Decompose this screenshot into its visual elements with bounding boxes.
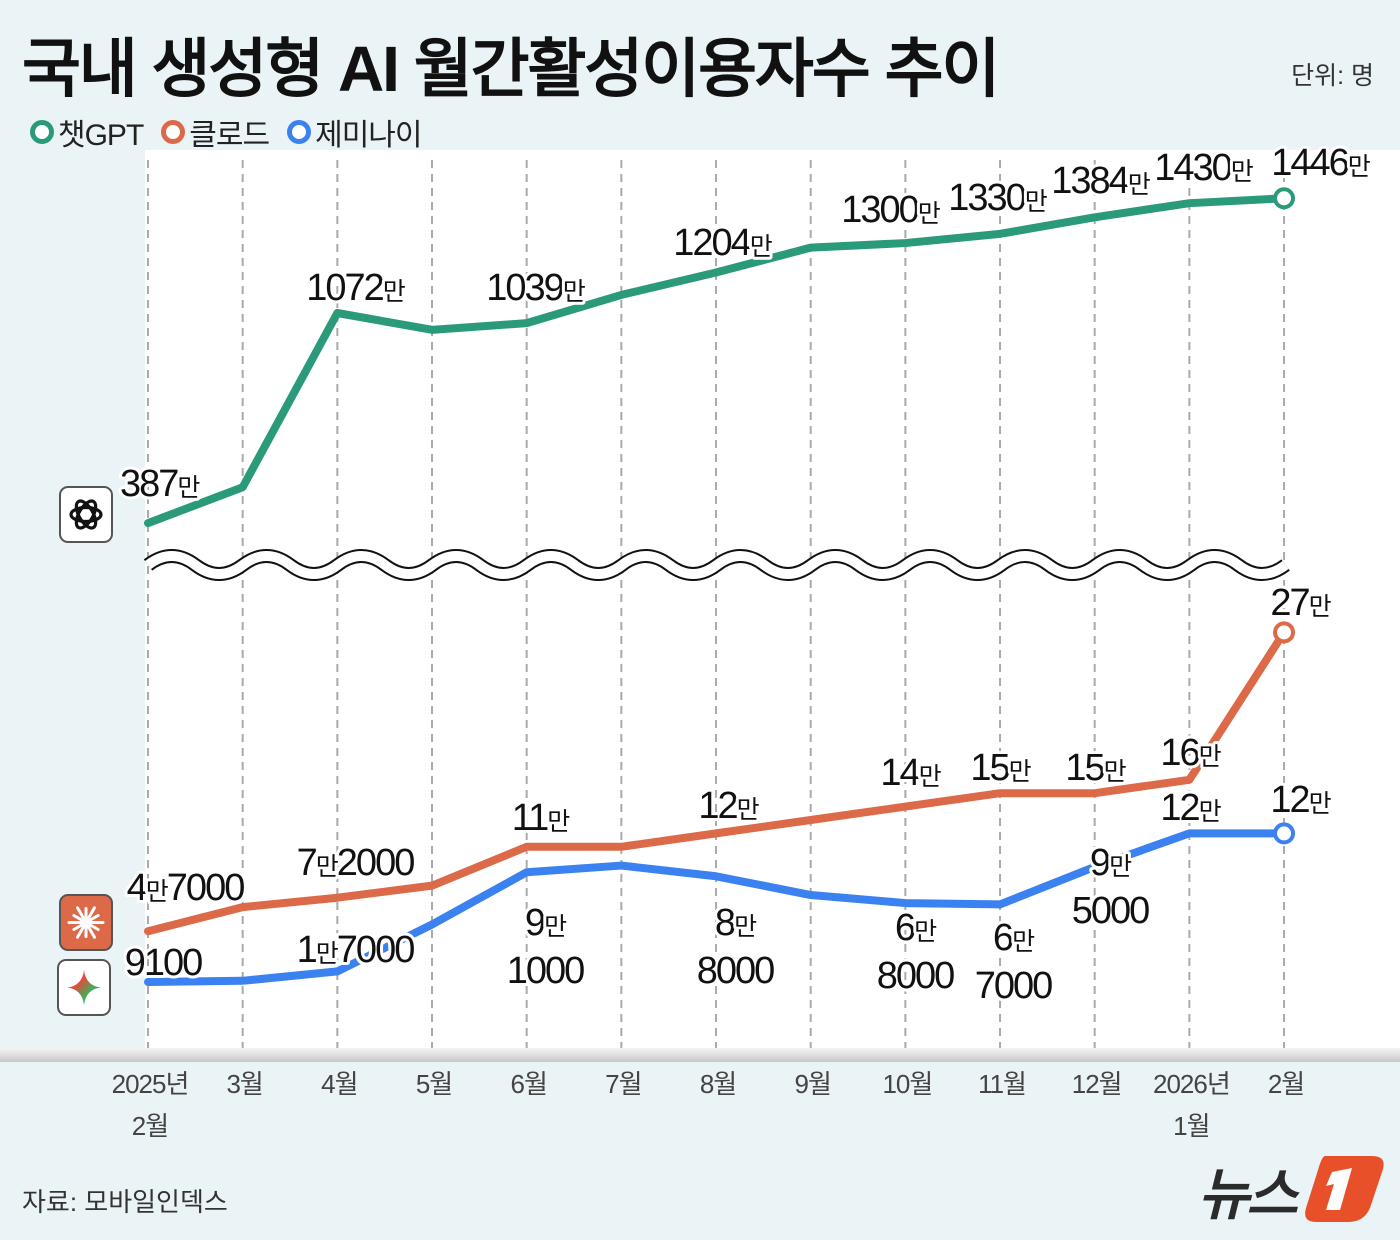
data-point xyxy=(1093,792,1096,795)
data-point xyxy=(431,328,434,331)
legend: 챗GPT 클로드 제미나이 xyxy=(30,110,423,154)
legend-label: 제미나이 xyxy=(315,119,422,152)
data-label: 7만2000 xyxy=(297,842,415,884)
data-label: 4만7000 xyxy=(127,867,245,909)
data-point xyxy=(809,246,812,249)
x-tick-label: 1월 xyxy=(1173,1111,1209,1141)
x-tick-label: 2026년 xyxy=(1153,1069,1230,1099)
data-point xyxy=(336,896,339,899)
legend-item-gemini: 제미나이 xyxy=(287,110,423,154)
legend-marker-icon xyxy=(287,120,312,144)
data-point xyxy=(1093,216,1096,219)
x-tick-label: 4월 xyxy=(321,1069,357,1099)
data-label: 1384만 xyxy=(1051,160,1151,202)
x-tick-label: 6월 xyxy=(510,1069,546,1099)
unit-label: 단위: 명 xyxy=(1291,62,1374,90)
x-tick-label: 2월 xyxy=(132,1111,168,1141)
data-point xyxy=(904,242,907,245)
data-point xyxy=(620,293,623,296)
x-tick-label: 3월 xyxy=(226,1069,262,1099)
data-point xyxy=(1188,832,1191,835)
data-point xyxy=(147,522,149,525)
claude-logo-icon xyxy=(59,894,113,951)
chart-title: 국내 생성형 AI 월간활성이용자수 추이 xyxy=(22,33,1000,105)
data-point xyxy=(1093,865,1096,868)
legend-item-chatgpt: 챗GPT xyxy=(30,110,144,154)
x-tick-label: 12월 xyxy=(1072,1069,1122,1099)
data-label: 6만 8000 xyxy=(877,907,954,997)
data-point xyxy=(809,818,812,821)
data-point xyxy=(1273,822,1296,845)
data-label: 1300만 xyxy=(841,189,941,231)
data-point xyxy=(715,271,718,274)
data-point xyxy=(620,864,623,867)
x-tick-label: 7월 xyxy=(605,1069,641,1099)
data-point xyxy=(1188,202,1191,205)
data-point xyxy=(431,923,434,926)
data-point xyxy=(715,875,718,878)
data-point xyxy=(1273,621,1296,644)
axis-break xyxy=(143,549,1290,581)
data-label: 1039만 xyxy=(486,267,586,309)
data-point xyxy=(904,902,907,905)
x-tick-label: 9월 xyxy=(794,1069,830,1099)
gemini-logo-icon xyxy=(57,959,111,1016)
data-label: 12만 xyxy=(698,785,759,827)
data-label: 9만 5000 xyxy=(1072,842,1149,932)
data-point xyxy=(715,832,718,835)
data-point xyxy=(809,894,812,897)
data-label: 14만 xyxy=(880,752,941,794)
data-point xyxy=(999,903,1002,906)
data-label: 1446만 xyxy=(1271,142,1371,184)
data-label: 1만7000 xyxy=(297,929,415,971)
legend-marker-icon xyxy=(161,120,186,144)
data-point xyxy=(241,486,244,489)
data-point xyxy=(147,981,149,983)
openai-logo-icon xyxy=(59,486,113,543)
x-tick-label: 8월 xyxy=(700,1069,736,1099)
x-tick-label: 10월 xyxy=(882,1069,932,1099)
data-point xyxy=(525,871,528,874)
data-label: 1330만 xyxy=(948,177,1048,219)
data-label: 9100 xyxy=(125,942,202,984)
legend-label: 챗GPT xyxy=(58,119,144,152)
data-point xyxy=(147,930,149,933)
source-note: 자료: 모바일인덱스 xyxy=(22,1187,228,1217)
data-label: 27만 xyxy=(1270,582,1331,624)
x-tick-label: 11월 xyxy=(978,1069,1026,1099)
data-point xyxy=(904,805,907,808)
data-label: 12만 xyxy=(1270,779,1331,821)
data-point xyxy=(336,312,339,314)
x-tick-label: 2025년 xyxy=(112,1069,189,1099)
axis-band xyxy=(0,1048,1400,1062)
data-label: 9만 1000 xyxy=(507,902,584,992)
data-point xyxy=(525,845,528,848)
data-point xyxy=(525,322,528,325)
x-tick-label: 2월 xyxy=(1268,1069,1304,1099)
svg-text:뉴스: 뉴스 xyxy=(1198,1163,1301,1226)
data-point xyxy=(431,884,434,887)
plot-area xyxy=(145,150,1400,1050)
data-point xyxy=(241,979,244,982)
legend-label: 클로드 xyxy=(189,119,270,152)
data-point xyxy=(241,906,244,909)
legend-item-claude: 클로드 xyxy=(161,110,270,154)
data-point xyxy=(999,792,1002,795)
data-point xyxy=(336,970,339,973)
data-point xyxy=(1273,187,1296,210)
data-point xyxy=(620,845,623,848)
data-point xyxy=(999,232,1002,235)
news1-logo: 뉴스 xyxy=(1198,1156,1384,1226)
data-label: 387만 xyxy=(120,463,200,505)
x-tick-label: 5월 xyxy=(416,1069,452,1099)
legend-marker-icon xyxy=(30,120,54,144)
data-point xyxy=(1188,778,1191,781)
